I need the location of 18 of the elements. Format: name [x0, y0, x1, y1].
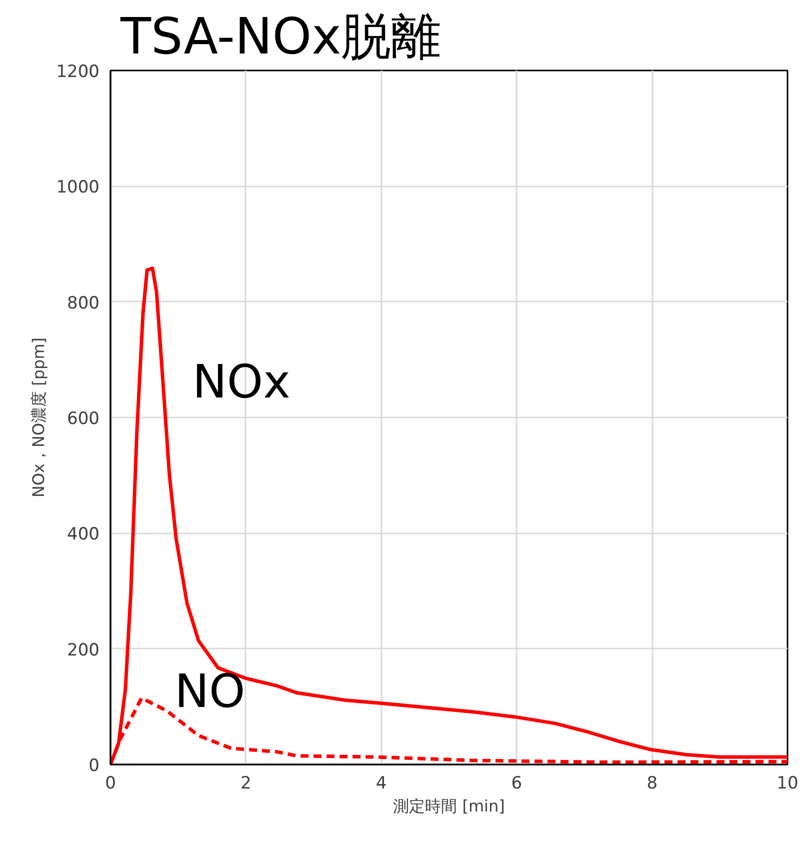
x-tick-label: 2 — [240, 774, 252, 794]
y-tick-label: 0 — [88, 756, 100, 776]
y-tick-label: 1200 — [56, 62, 100, 82]
x-tick-label: 0 — [105, 774, 116, 794]
y-tick-label: 1000 — [56, 178, 100, 198]
y-tick-label: 400 — [67, 524, 100, 545]
x-axis-title: 測定時間 [min] — [393, 796, 505, 816]
series-label: NOx — [192, 354, 290, 408]
chart-title: TSA-NOx脱離 — [120, 8, 442, 66]
x-tick-label: 8 — [646, 774, 658, 794]
y-tick-label: 800 — [67, 293, 100, 314]
x-tick-label: 4 — [376, 774, 387, 794]
y-tick-label: 600 — [67, 409, 100, 429]
y-axis-title: NOx，NO濃度 [ppm] — [29, 337, 48, 498]
y-tick-label: 200 — [67, 640, 100, 660]
x-tick-label: 10 — [776, 774, 798, 794]
series-label: NO — [174, 664, 246, 718]
x-tick-label: 6 — [511, 774, 522, 794]
